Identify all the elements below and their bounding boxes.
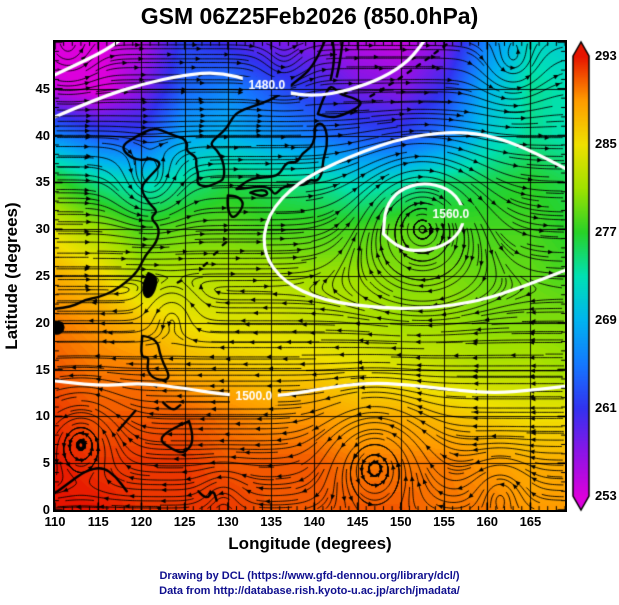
y-tick-label: 15 [35,361,50,377]
colorbar-tick-label: 293 [595,48,617,63]
y-tick-label: 45 [35,80,50,96]
y-axis-label: Latitude (degrees) [2,202,21,350]
x-tick-label: 130 [217,514,239,529]
x-tick-label: 165 [519,514,542,529]
colorbar-tick-label: 253 [595,488,617,503]
x-tick-label: 140 [303,514,326,529]
y-tick-label: 20 [35,314,50,330]
x-tick-label: 145 [346,514,369,529]
y-tick-label: 5 [42,455,50,471]
credit-line-2: Data from http://database.rish.kyoto-u.a… [159,585,460,597]
x-tick-label: 115 [87,514,109,529]
map-plot-area [53,40,567,512]
x-tick-label: 155 [433,514,455,529]
y-tick-label: 10 [35,408,50,424]
colorbar-gradient-canvas [571,40,591,512]
credit-line-1: Drawing by DCL (https://www.gfd-dennou.o… [159,570,460,582]
colorbar-tick-label: 261 [595,400,617,415]
y-tick-label: 30 [35,221,50,237]
x-tick-label: 120 [130,514,153,529]
y-tick-label: 25 [35,268,50,283]
y-tick-label: 0 [42,502,50,517]
x-tick-label: 125 [173,514,196,529]
x-tick-label: 135 [260,514,282,529]
credits: Drawing by DCL (https://www.gfd-dennou.o… [0,569,619,599]
colorbar: 293 285 277 269 261 253 [571,40,619,512]
y-tick-label: 35 [35,174,50,190]
x-tick-label: 110 [44,514,66,529]
colorbar-tick-label: 285 [595,136,617,151]
x-tick-label: 150 [389,514,412,529]
streamlines-contours-canvas [55,42,565,510]
y-tick-label: 40 [35,127,50,143]
x-axis-label: Longitude (degrees) [228,534,392,553]
colorbar-tick-label: 269 [595,312,617,327]
colorbar-tick-label: 277 [595,224,617,239]
figure-title: GSM 06Z25Feb2026 (850.0hPa) [140,3,479,29]
x-tick-label: 160 [476,514,499,529]
